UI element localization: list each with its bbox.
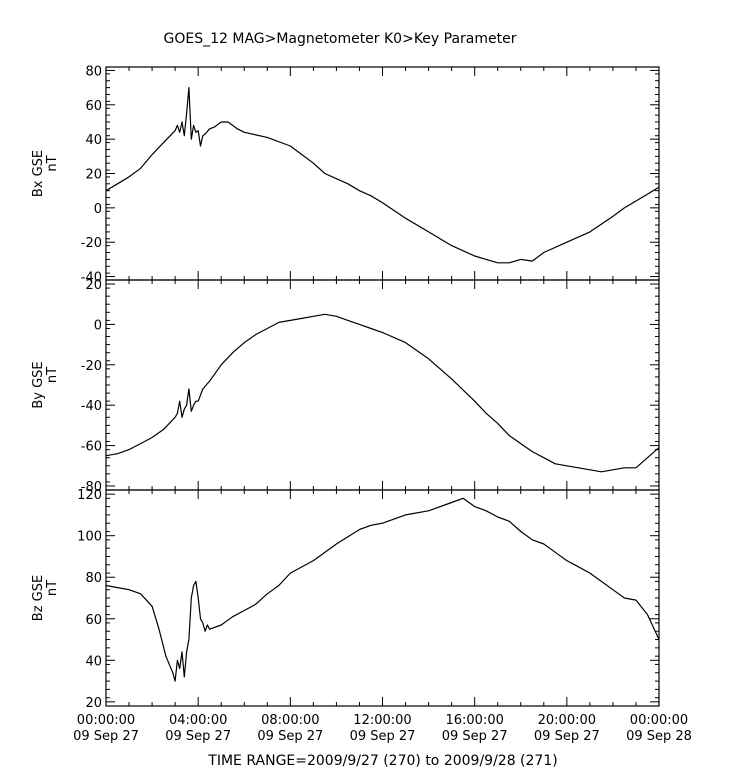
data-series-line: [105, 313, 660, 473]
panel-frame: [105, 279, 660, 491]
y-tick-label: 0: [94, 202, 102, 217]
y-tick-label: 60: [85, 99, 102, 114]
y-tick-label: -80: [81, 480, 102, 495]
x-tick-date-label: 09 Sep 27: [442, 729, 508, 744]
y-tick-label: -40: [81, 271, 102, 286]
x-tick-time-label: 16:00:00: [445, 713, 503, 728]
x-tick-date-label: 09 Sep 28: [626, 729, 692, 744]
y-tick-label: 20: [85, 278, 102, 293]
y-tick-label: 60: [85, 613, 102, 628]
y-tick-label: -40: [81, 399, 102, 414]
x-tick-time-label: 04:00:00: [169, 713, 227, 728]
x-tick-date-label: 09 Sep 27: [165, 729, 231, 744]
y-tick-label: -60: [81, 440, 102, 455]
x-tick-time-label: 00:00:00: [630, 713, 688, 728]
x-tick-date-label: 09 Sep 27: [534, 729, 600, 744]
panel-0: -40 -20 0 20 40 60 80 Bx GSE nT: [31, 64, 660, 286]
y-tick-label: -20: [81, 359, 102, 374]
y-tick-label: 20: [85, 168, 102, 183]
y-tick-label: 40: [85, 654, 102, 669]
y-axis-unit: nT: [45, 155, 60, 171]
x-tick-time-label: 20:00:00: [538, 713, 596, 728]
y-tick-label: 40: [85, 133, 102, 148]
x-tick-date-label: 09 Sep 27: [257, 729, 323, 744]
x-tick-time-label: 12:00:00: [353, 713, 411, 728]
x-tick-date-label: 09 Sep 27: [350, 729, 416, 744]
y-tick-label: 100: [77, 530, 102, 545]
y-tick-label: 0: [94, 318, 102, 333]
panel-1: -80 -60 -40 -20 0 20 By GSE nT: [31, 278, 660, 495]
y-tick-label: 120: [77, 488, 102, 503]
y-axis-label: Bx GSE: [31, 150, 46, 197]
chart-title: GOES_12 MAG>Magnetometer K0>Key Paramete…: [164, 31, 517, 47]
time-range-label: TIME RANGE=2009/9/27 (270) to 2009/9/28 …: [207, 753, 557, 769]
y-axis-label: Bz GSE: [31, 575, 46, 621]
panel-frame: [105, 489, 660, 707]
x-tick-time-label: 08:00:00: [261, 713, 319, 728]
y-axis-label: By GSE: [31, 361, 46, 408]
y-tick-label: 80: [85, 64, 102, 79]
y-tick-label: -20: [81, 236, 102, 251]
y-axis-unit: nT: [45, 367, 60, 383]
data-series-line: [105, 86, 660, 264]
y-axis-unit: nT: [45, 580, 60, 596]
x-tick-date-label: 09 Sep 27: [73, 729, 139, 744]
data-series-line: [105, 497, 660, 682]
panel-2: 20 40 60 80 100 120 Bz GSE nT: [31, 488, 660, 711]
y-tick-label: 20: [85, 696, 102, 711]
y-tick-label: 80: [85, 571, 102, 586]
x-tick-time-label: 00:00:00: [77, 713, 135, 728]
